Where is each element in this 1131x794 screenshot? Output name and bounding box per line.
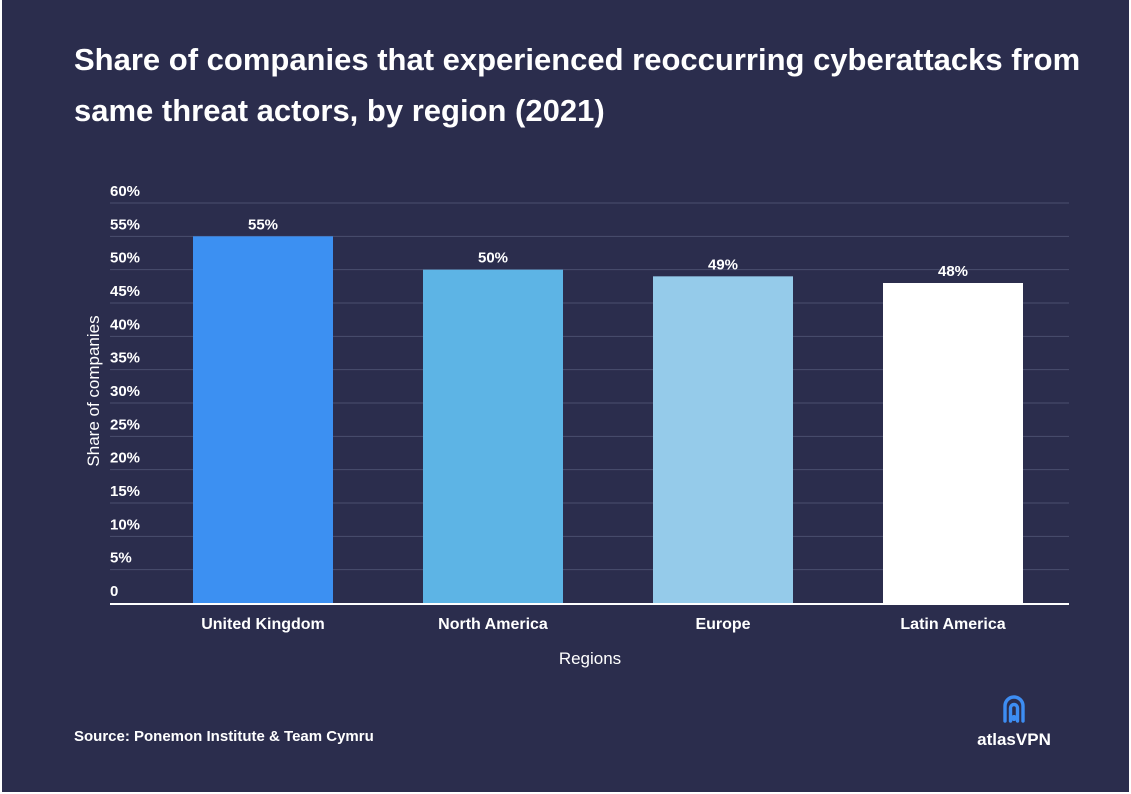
y-tick-label: 55%: [110, 216, 140, 233]
bar-value-label: 50%: [478, 250, 508, 267]
y-tick-label: 25%: [110, 416, 140, 433]
x-tick-label: Latin America: [900, 616, 1005, 633]
y-tick-label: 50%: [110, 250, 140, 267]
atlasvpn-logo: atlasVPN: [964, 694, 1064, 756]
x-axis-label: Regions: [559, 649, 621, 668]
y-tick-label: 10%: [110, 516, 140, 533]
y-axis-label: Share of companies: [84, 315, 103, 466]
y-tick-label: 35%: [110, 350, 140, 367]
bar: [883, 283, 1023, 603]
signal-waves-icon: [1003, 695, 1025, 723]
bar: [423, 269, 563, 603]
y-tick-label: 45%: [110, 283, 140, 300]
bar-value-label: 49%: [708, 256, 738, 273]
y-tick-labels: 0 5% 10% 15% 20% 25% 30% 35% 40% 45% 50% 55% 60%: [110, 183, 140, 600]
bar: [653, 276, 793, 603]
logo-wordmark: atlasVPN: [977, 730, 1051, 749]
bar-value-label: 55%: [248, 216, 278, 233]
bars: [193, 236, 1023, 604]
y-tick-label: 5%: [110, 550, 132, 567]
x-tick-label: Europe: [695, 616, 750, 633]
chart-title: Share of companies that experienced reoc…: [74, 42, 1081, 128]
y-tick-label: 30%: [110, 383, 140, 400]
bar-value-label: 48%: [938, 263, 968, 280]
x-tick-label: North America: [438, 616, 548, 633]
y-tick-label: 40%: [110, 316, 140, 333]
y-tick-label: 60%: [110, 183, 140, 200]
x-tick-labels: United Kingdom North America Europe Latin A…: [201, 616, 1005, 633]
value-labels: 55% 50% 49% 48%: [248, 216, 968, 280]
source-note: Source: Ponemon Institute & Team Cymru: [74, 728, 374, 745]
y-tick-label: 20%: [110, 450, 140, 467]
y-tick-label: 15%: [110, 483, 140, 500]
bar: [193, 236, 333, 604]
x-tick-label: United Kingdom: [201, 616, 325, 633]
y-tick-label: 0: [110, 583, 118, 600]
